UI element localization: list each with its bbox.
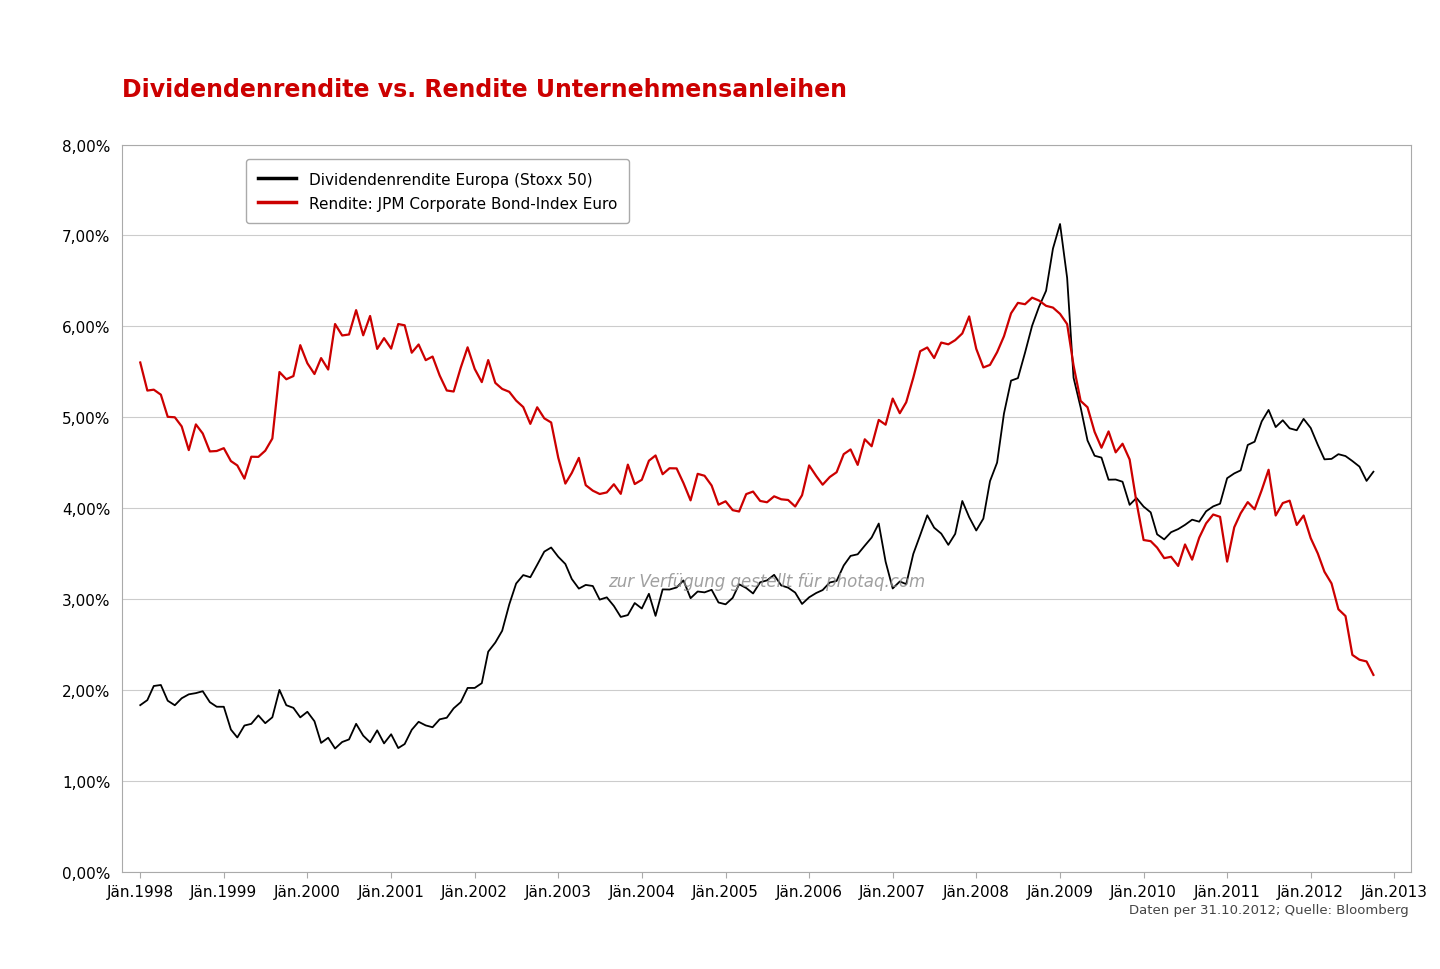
Text: Dividendenrendite vs. Rendite Unternehmensanleihen: Dividendenrendite vs. Rendite Unternehme… (122, 78, 847, 102)
Line: Dividendenrendite Europa (Stoxx 50): Dividendenrendite Europa (Stoxx 50) (140, 225, 1374, 749)
Text: zur Verfügung gestellt für photaq.com: zur Verfügung gestellt für photaq.com (608, 573, 926, 590)
Text: Daten per 31.10.2012; Quelle: Bloomberg: Daten per 31.10.2012; Quelle: Bloomberg (1129, 903, 1408, 916)
Legend: Dividendenrendite Europa (Stoxx 50), Rendite: JPM Corporate Bond-Index Euro: Dividendenrendite Europa (Stoxx 50), Ren… (246, 160, 629, 224)
Line: Rendite: JPM Corporate Bond-Index Euro: Rendite: JPM Corporate Bond-Index Euro (140, 298, 1374, 675)
